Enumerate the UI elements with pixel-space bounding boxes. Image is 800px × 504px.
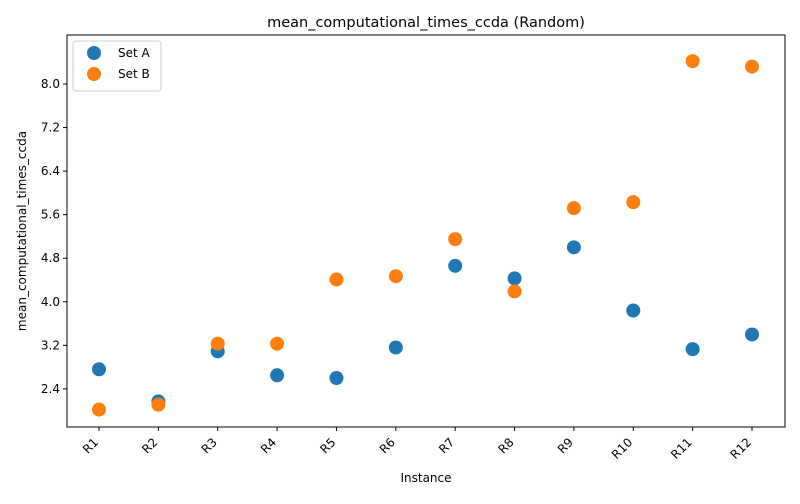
legend: Set A Set B: [72, 40, 162, 92]
data-point-set-b: [566, 201, 581, 216]
data-points: [92, 54, 759, 417]
y-tick-label: 6.4: [41, 164, 60, 178]
x-tick-label: R9: [555, 435, 576, 456]
data-point-set-b: [92, 402, 106, 417]
y-tick-label: 5.6: [41, 208, 60, 222]
y-tick-label: 7.2: [41, 121, 60, 135]
data-point-set-b: [626, 195, 641, 210]
x-tick-label: R7: [436, 435, 457, 456]
data-point-set-a: [507, 271, 522, 286]
data-point-set-a: [685, 342, 700, 357]
data-point-set-a: [329, 371, 344, 385]
x-tick-label: R5: [317, 435, 338, 456]
data-point-set-a: [745, 327, 759, 342]
data-point-set-b: [151, 397, 166, 412]
x-tick-label: R4: [258, 435, 279, 456]
legend-marker-set-a: [87, 46, 101, 60]
x-axis-label: Instance: [400, 471, 451, 485]
data-point-set-b: [270, 336, 285, 351]
y-tick-label: 3.2: [41, 338, 60, 352]
data-point-set-b: [388, 269, 403, 284]
data-point-set-b: [507, 284, 522, 299]
y-tick-label: 2.4: [41, 382, 60, 396]
x-tick-label: R2: [139, 435, 160, 456]
x-tick-label: R11: [668, 435, 695, 462]
data-point-set-b: [210, 336, 225, 351]
data-point-set-b: [448, 232, 463, 247]
data-point-set-a: [448, 258, 463, 273]
legend-marker-set-b: [87, 67, 101, 81]
chart-title: mean_computational_times_ccda (Random): [267, 15, 585, 31]
y-axis-label: mean_computational_times_ccda: [15, 131, 29, 331]
y-tick-label: 8.0: [41, 77, 60, 91]
plot-frame: [66, 34, 786, 428]
data-point-set-a: [270, 368, 285, 383]
x-axis: R1 R2 R3 R4 R5 R6 R7 R8 R9 R10 R11 R12: [80, 427, 754, 462]
x-tick-label: R3: [199, 435, 220, 456]
x-tick-label: R1: [80, 435, 101, 456]
data-point-set-a: [92, 362, 106, 377]
data-point-set-a: [566, 240, 581, 255]
x-tick-label: R6: [377, 435, 398, 456]
legend-label-set-b: Set B: [118, 67, 150, 81]
data-point-set-a: [626, 303, 641, 318]
legend-label-set-a: Set A: [118, 46, 151, 60]
plot-area: [66, 34, 786, 428]
x-tick-label: R12: [728, 435, 755, 462]
data-point-set-b: [745, 59, 759, 74]
data-point-set-b: [329, 272, 344, 287]
y-tick-label: 4.0: [41, 295, 60, 309]
data-point-set-a: [388, 340, 403, 355]
x-tick-label: R8: [495, 435, 516, 456]
x-tick-label: R10: [609, 435, 636, 462]
y-axis: 2.4 3.2 4.0 4.8 5.6 6.4 7.2 8.0: [41, 77, 67, 396]
data-point-set-b: [685, 54, 700, 69]
y-tick-label: 4.8: [41, 251, 60, 265]
